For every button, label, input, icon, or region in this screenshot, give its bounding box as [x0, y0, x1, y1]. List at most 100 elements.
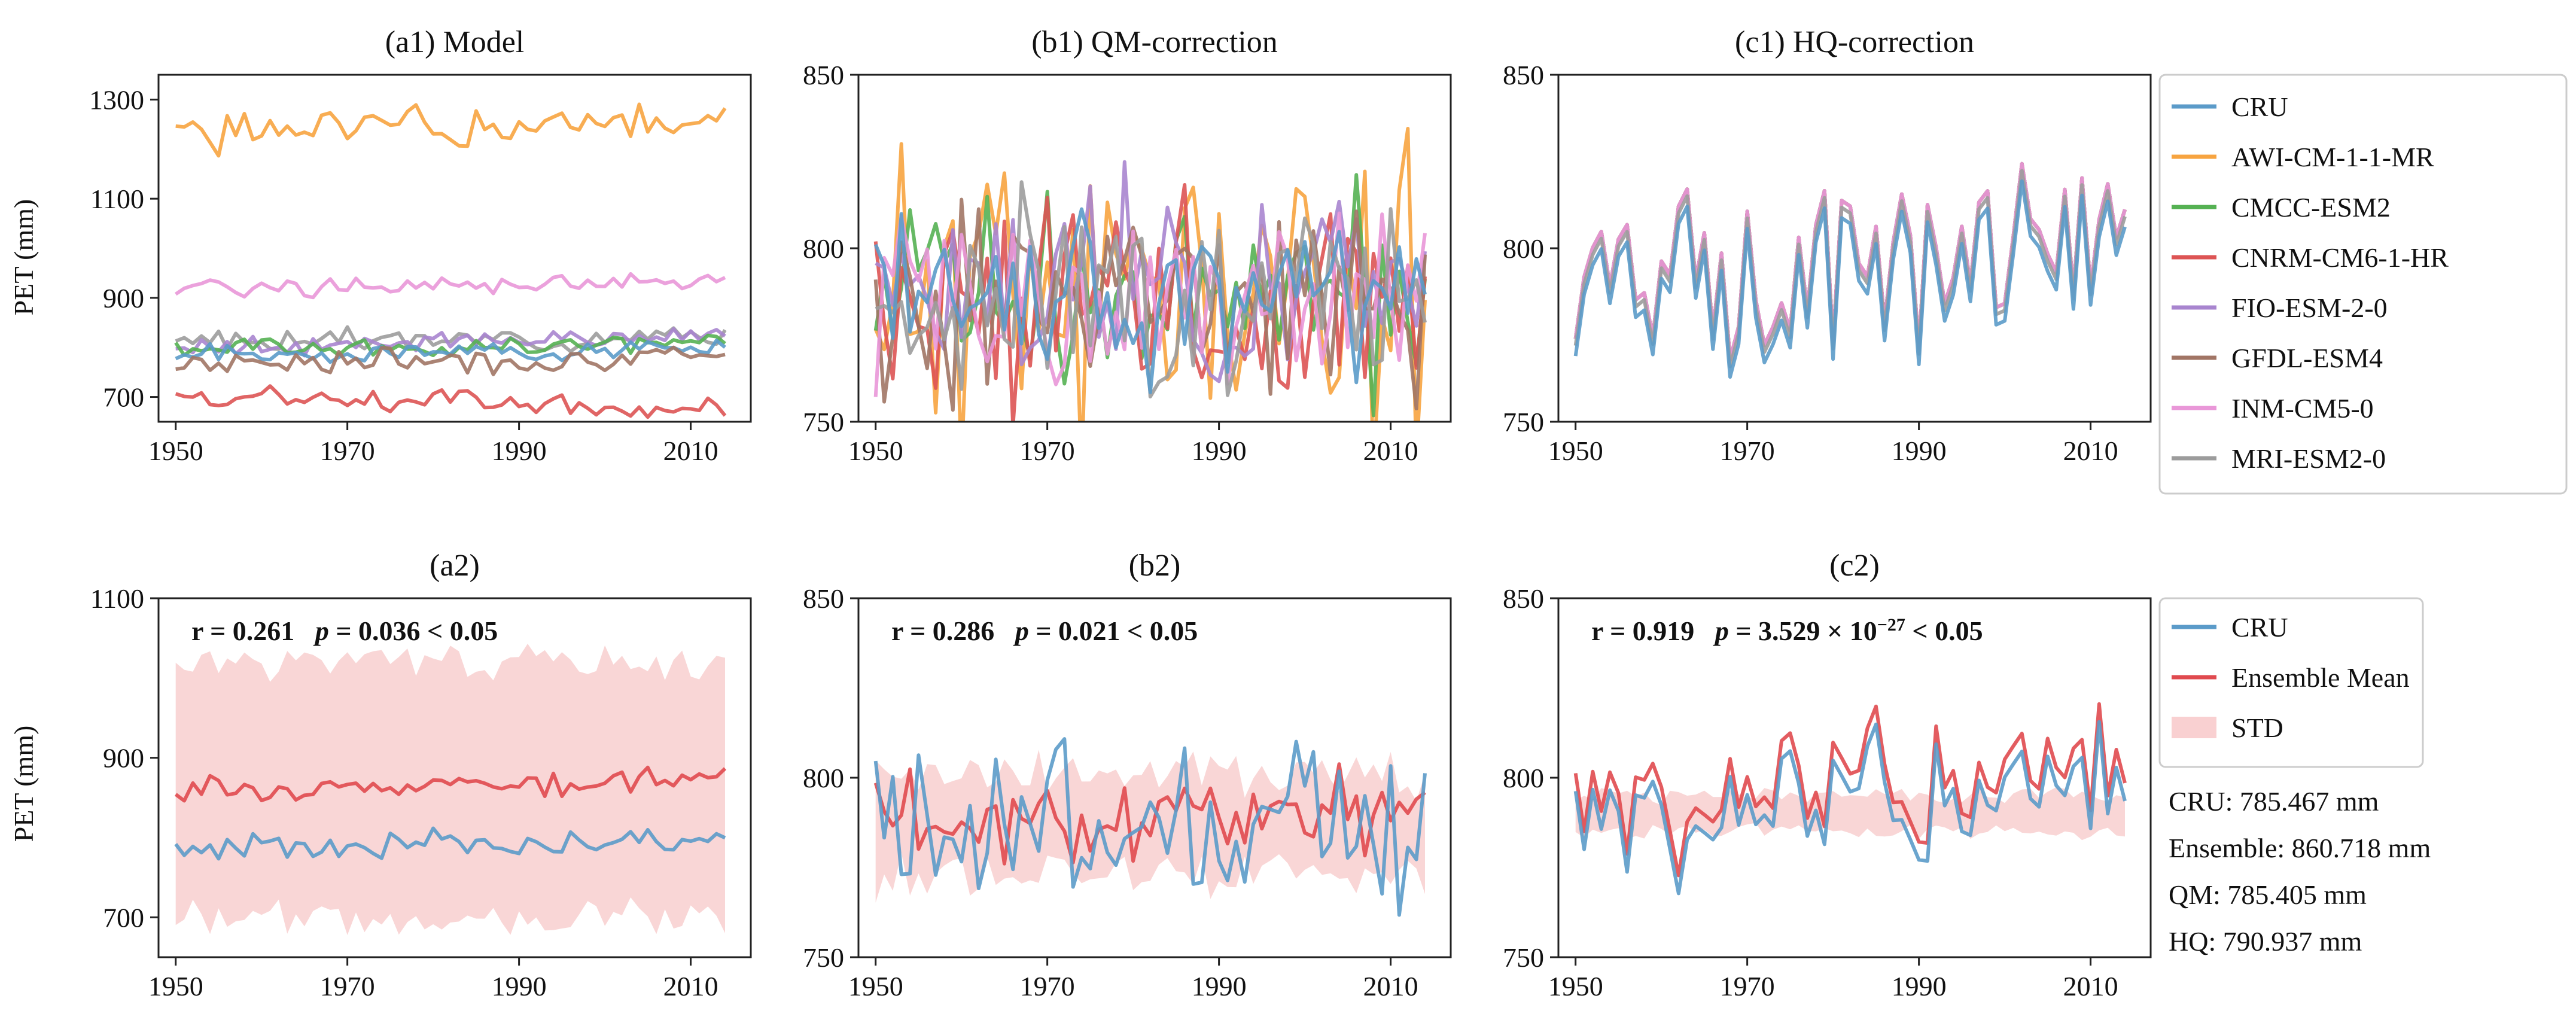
y-tick-label-c2-750: 750	[1503, 942, 1544, 973]
summary-ensemble: Ensemble: 860.718 mm	[2169, 833, 2431, 863]
x-tick-label-b2-2010: 2010	[1363, 971, 1418, 1001]
annotation-p-exp-c2: −27	[1877, 615, 1905, 635]
y-tick-label-c1-850: 850	[1503, 60, 1544, 90]
panel-title-b1: (b1) QM-correction	[1031, 25, 1278, 59]
annotation-p-a2: p	[313, 616, 329, 646]
panel-a2: (a2) 1950 1970 1990 2010 700 900 1100 r = 0.261 …	[90, 549, 752, 1001]
legend-label-cru: CRU	[2231, 612, 2288, 643]
series-line-a2-ensemble-mean	[174, 765, 727, 803]
series-line-a1-gfdl-esm4	[175, 345, 726, 376]
legend-label-cmcc-esm2: CMCC-ESM2	[2231, 192, 2391, 223]
legend-label-std: STD	[2231, 713, 2283, 743]
x-tick-label-c1-1990: 1990	[1892, 436, 1947, 466]
series-line-a1-cnrm-cm6-1-hr	[175, 384, 727, 419]
x-tick-label-c2-2010: 2010	[2063, 971, 2118, 1001]
panel-b2: (b2) 1950 1970 1990 2010 750 800 850 r = 0.286 p…	[803, 549, 1452, 1001]
panel-title-a2: (a2)	[430, 549, 480, 583]
panel-b1: (b1) QM-correction 1950 1970 1990 2010 750 800…	[803, 25, 1452, 466]
x-tick-label-c1-2010: 2010	[2063, 436, 2118, 466]
annotation-r-a2: r = 0.261	[191, 616, 315, 646]
y-tick-label-b2-750: 750	[803, 942, 844, 973]
legend-top-frame	[2158, 74, 2568, 495]
series-line-a1-mri-esm2-0	[175, 325, 727, 354]
annotation-p-b2: p	[1013, 616, 1029, 646]
y-tick-label-a2-700: 700	[103, 902, 144, 933]
panel-title-c2: (c2)	[1829, 549, 1880, 583]
plot-area-b1	[873, 127, 1427, 422]
y-tick-label-c2-850: 850	[1503, 583, 1544, 614]
panel-c1: (c1) HQ-correction 1950 1970 1990 2010 750 800…	[1503, 25, 2152, 466]
axes-frame-a2	[157, 597, 752, 958]
legend-label-ensemble-mean: Ensemble Mean	[2231, 662, 2410, 693]
annotation-p-value-c2: = 3.529 × 10	[1729, 616, 1877, 646]
ylabel-bottom: PET (mm)	[8, 726, 39, 842]
series-line-a1-inm-cm5-0	[175, 272, 726, 300]
y-tick-label-a1-700: 700	[103, 382, 144, 413]
annotation-b2: r = 0.286 p = 0.021 < 0.05	[891, 616, 1198, 646]
x-tick-label-a2-1950: 1950	[148, 971, 203, 1001]
legend-label-inm-cm5-0: INM-CM5-0	[2231, 393, 2374, 424]
series-line-c1-mri-esm2-0	[1573, 169, 2127, 369]
y-tick-label-b2-800: 800	[803, 763, 844, 793]
axes-frame-a1	[157, 74, 752, 423]
series-line-a2-cru	[174, 826, 726, 861]
x-tick-label-a1-1970: 1970	[320, 436, 375, 466]
plot-area-c2	[1573, 702, 2127, 896]
y-tick-label-a2-1100: 1100	[90, 583, 144, 614]
x-tick-label-a1-1990: 1990	[492, 436, 547, 466]
panel-title-c1: (c1) HQ-correction	[1735, 25, 1974, 59]
x-tick-label-a2-2010: 2010	[663, 971, 718, 1001]
series-line-b2-cru	[873, 737, 1427, 917]
summary-hq: HQ: 790.937 mm	[2169, 926, 2362, 957]
annotation-c2: r = 0.919 p = 3.529 × 10−27 < 0.05	[1591, 615, 1983, 647]
x-tick-label-a2-1970: 1970	[320, 971, 375, 1001]
series-line-a1-fio-esm-2-0	[175, 327, 726, 358]
summary-cru: CRU: 785.467 mm	[2169, 786, 2379, 817]
x-tick-label-c2-1970: 1970	[1720, 971, 1775, 1001]
panel-c2: (c2) 1950 1970 1990 2010 750 800 850 r = 0.919 p…	[1503, 549, 2152, 1001]
y-tick-label-c2-800: 800	[1503, 763, 1544, 793]
annotation-a2: r = 0.261 p = 0.036 < 0.05	[191, 616, 498, 646]
x-tick-label-c2-1990: 1990	[1892, 971, 1947, 1001]
x-tick-label-a1-1950: 1950	[148, 436, 203, 466]
ylabel-top: PET (mm)	[8, 199, 39, 316]
legend-top: CRU AWI-CM-1-1-MR CMCC-ESM2 CNRM-CM6-1-HR FI…	[2158, 74, 2568, 495]
annotation-r-b2: r = 0.286	[891, 616, 1015, 646]
y-tick-label-b1-750: 750	[803, 407, 844, 437]
series-line-a1-awi-cm-1-1-mr	[175, 102, 727, 158]
legend-label-mri-esm2-0: MRI-ESM2-0	[2231, 443, 2386, 474]
legend-label-awi-cm-1-1-mr: AWI-CM-1-1-MR	[2231, 142, 2434, 172]
summary-block: CRU: 785.467 mm Ensemble: 860.718 mm QM:…	[2169, 786, 2431, 957]
series-line-c1-cru	[1573, 179, 2127, 379]
y-tick-label-b1-800: 800	[803, 233, 844, 264]
legend-bottom: CRU Ensemble Mean STD	[2158, 597, 2424, 768]
legend-label-fio-esm-2-0: FIO-ESM-2-0	[2231, 293, 2388, 323]
x-tick-label-b1-1950: 1950	[848, 436, 903, 466]
x-tick-label-c1-1950: 1950	[1548, 436, 1603, 466]
series-line-c2-ensemble-mean	[1573, 702, 2127, 878]
plot-area-a1	[174, 102, 727, 419]
x-tick-label-c2-1950: 1950	[1548, 971, 1603, 1001]
annotation-p-c2: p	[1713, 616, 1729, 646]
x-tick-label-b1-1970: 1970	[1020, 436, 1075, 466]
summary-qm: QM: 785.405 mm	[2169, 879, 2367, 910]
x-tick-label-b2-1970: 1970	[1020, 971, 1075, 1001]
series-line-c2-cru	[1573, 720, 2127, 896]
panel-a1: (a1) Model 1950 1970 1990 2010 700 900 1100 1300	[89, 25, 752, 466]
x-tick-label-b2-1950: 1950	[848, 971, 903, 1001]
y-tick-label-b1-850: 850	[803, 60, 844, 90]
plot-area-c1	[1573, 162, 2127, 379]
x-tick-label-a2-1990: 1990	[492, 971, 547, 1001]
plot-area-a2	[174, 644, 727, 935]
legend-label-cru: CRU	[2231, 92, 2288, 122]
series-line-b1-cru	[873, 207, 1427, 394]
x-tick-label-c1-1970: 1970	[1720, 436, 1775, 466]
y-tick-label-a1-1100: 1100	[90, 184, 144, 214]
legend-bottom-frame	[2158, 597, 2424, 768]
x-tick-label-b2-1990: 1990	[1192, 971, 1247, 1001]
legend-label-gfdl-esm4: GFDL-ESM4	[2231, 343, 2383, 373]
x-tick-label-a1-2010: 2010	[663, 436, 718, 466]
annotation-p-value-b2: = 0.021 < 0.05	[1029, 616, 1198, 646]
panel-title-a1: (a1) Model	[385, 25, 524, 59]
